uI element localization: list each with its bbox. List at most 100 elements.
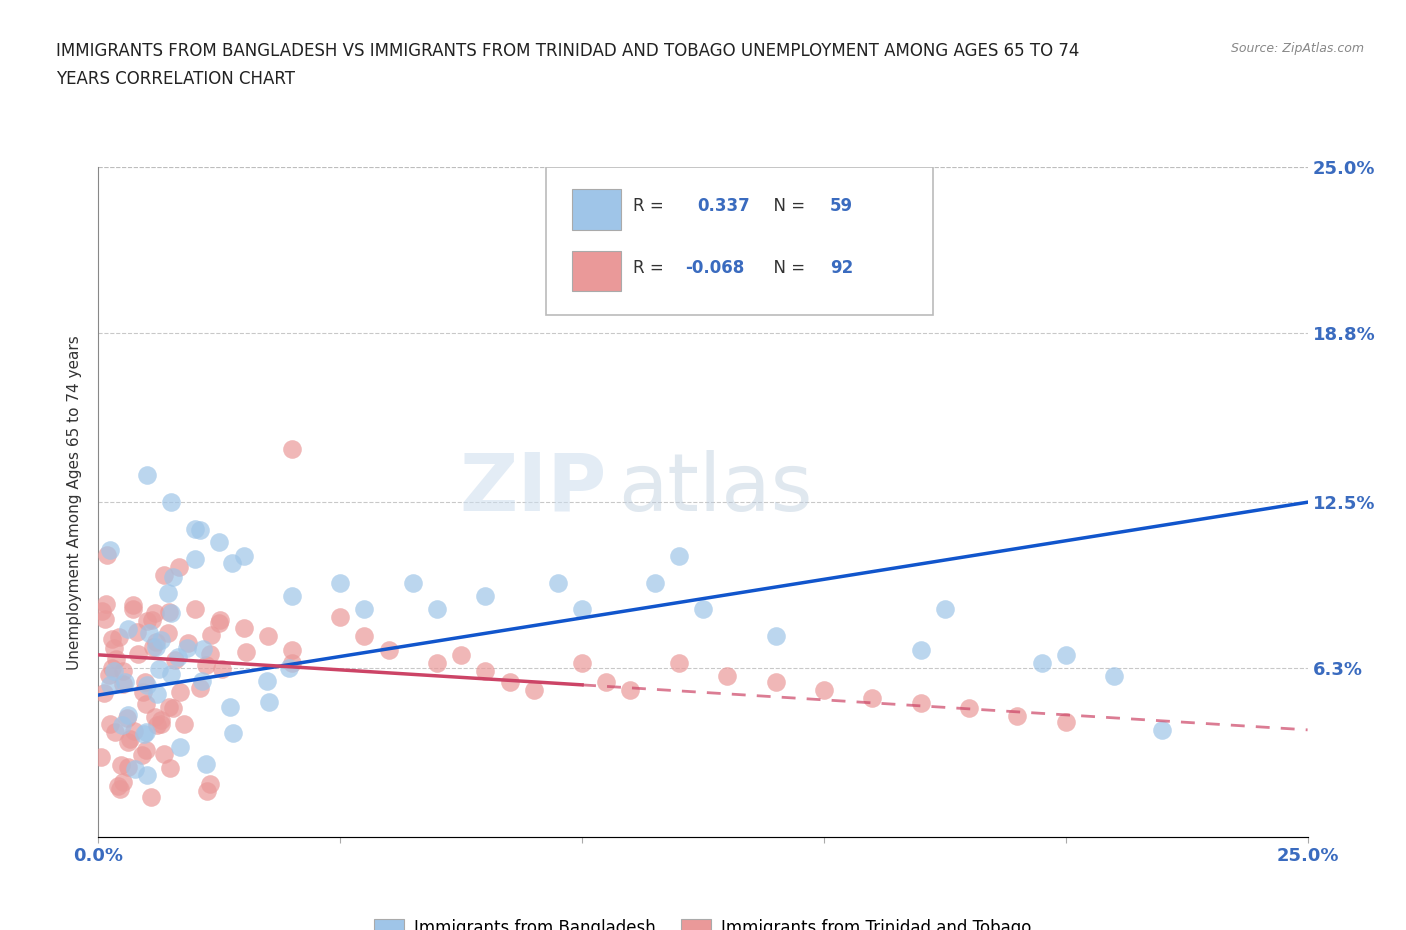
Point xyxy=(198,647,221,662)
Point xyxy=(1031,656,1053,671)
Text: 0.337: 0.337 xyxy=(697,197,749,215)
Point xyxy=(135,698,157,712)
Point xyxy=(160,495,183,510)
Point xyxy=(1102,669,1125,684)
Point xyxy=(377,642,399,657)
Point xyxy=(149,713,172,728)
Point xyxy=(143,605,166,620)
Point xyxy=(169,740,191,755)
Point xyxy=(789,254,811,269)
Point xyxy=(132,726,155,741)
Point xyxy=(934,602,956,617)
Point xyxy=(122,602,145,617)
Point xyxy=(105,651,128,666)
Point xyxy=(281,656,304,671)
Point xyxy=(145,634,167,649)
Point xyxy=(402,575,425,590)
Point xyxy=(232,549,254,564)
Point xyxy=(813,683,835,698)
Point xyxy=(547,575,569,590)
Point xyxy=(523,683,546,698)
Point xyxy=(957,701,980,716)
Point xyxy=(148,661,170,676)
Point xyxy=(145,640,167,655)
Point xyxy=(208,616,231,631)
Text: N =: N = xyxy=(763,197,811,215)
FancyBboxPatch shape xyxy=(572,190,621,230)
Y-axis label: Unemployment Among Ages 65 to 74 years: Unemployment Among Ages 65 to 74 years xyxy=(67,335,83,670)
Point xyxy=(910,696,932,711)
Text: atlas: atlas xyxy=(619,450,813,528)
Text: YEARS CORRELATION CHART: YEARS CORRELATION CHART xyxy=(56,70,295,87)
Point xyxy=(153,747,176,762)
Point xyxy=(571,602,593,617)
Point xyxy=(1054,647,1077,662)
Point xyxy=(281,589,304,604)
Point xyxy=(101,660,124,675)
Point xyxy=(135,725,157,740)
Point xyxy=(142,640,165,655)
Point xyxy=(141,612,163,627)
Point xyxy=(176,641,198,656)
Point xyxy=(94,597,117,612)
Point xyxy=(143,710,166,724)
Point xyxy=(110,757,132,772)
Text: R =: R = xyxy=(633,197,673,215)
Point xyxy=(159,604,181,619)
Point xyxy=(108,781,131,796)
Point xyxy=(117,622,139,637)
Point xyxy=(96,547,118,562)
Point xyxy=(619,683,641,698)
Point xyxy=(200,628,222,643)
Point xyxy=(125,624,148,639)
Point xyxy=(188,680,211,695)
Text: N =: N = xyxy=(763,259,811,277)
Point xyxy=(136,768,159,783)
Point xyxy=(122,598,145,613)
Point xyxy=(146,686,169,701)
Point xyxy=(131,748,153,763)
Point xyxy=(117,708,139,723)
Point xyxy=(97,668,120,683)
Text: Source: ZipAtlas.com: Source: ZipAtlas.com xyxy=(1230,42,1364,55)
Point xyxy=(111,717,134,732)
Point xyxy=(98,717,121,732)
Point xyxy=(910,642,932,657)
Point xyxy=(256,629,278,644)
Text: 92: 92 xyxy=(830,259,853,277)
Point xyxy=(124,762,146,777)
Point xyxy=(183,551,205,566)
Point xyxy=(426,602,449,617)
Point xyxy=(474,589,496,604)
Point xyxy=(90,750,112,764)
Point xyxy=(571,656,593,671)
Point xyxy=(157,585,180,600)
Text: R =: R = xyxy=(633,259,669,277)
Point xyxy=(426,656,449,671)
Point xyxy=(281,441,304,456)
Point xyxy=(162,569,184,584)
Point xyxy=(191,642,214,657)
Point xyxy=(135,468,157,483)
Point xyxy=(450,647,472,662)
Point xyxy=(716,669,738,684)
Point xyxy=(668,549,690,564)
Point xyxy=(159,761,181,776)
FancyBboxPatch shape xyxy=(546,167,932,314)
Point xyxy=(111,775,134,790)
Point xyxy=(149,717,172,732)
Point xyxy=(136,614,159,629)
Point xyxy=(474,663,496,678)
Text: -0.068: -0.068 xyxy=(685,259,744,277)
Point xyxy=(90,604,112,618)
Point xyxy=(208,535,231,550)
Point xyxy=(353,629,375,644)
Point xyxy=(195,784,218,799)
Point xyxy=(124,724,146,738)
Point xyxy=(104,724,127,739)
Point xyxy=(329,575,352,590)
Point xyxy=(194,756,217,771)
Point xyxy=(1152,723,1174,737)
Point xyxy=(115,711,138,725)
Point xyxy=(595,674,617,689)
